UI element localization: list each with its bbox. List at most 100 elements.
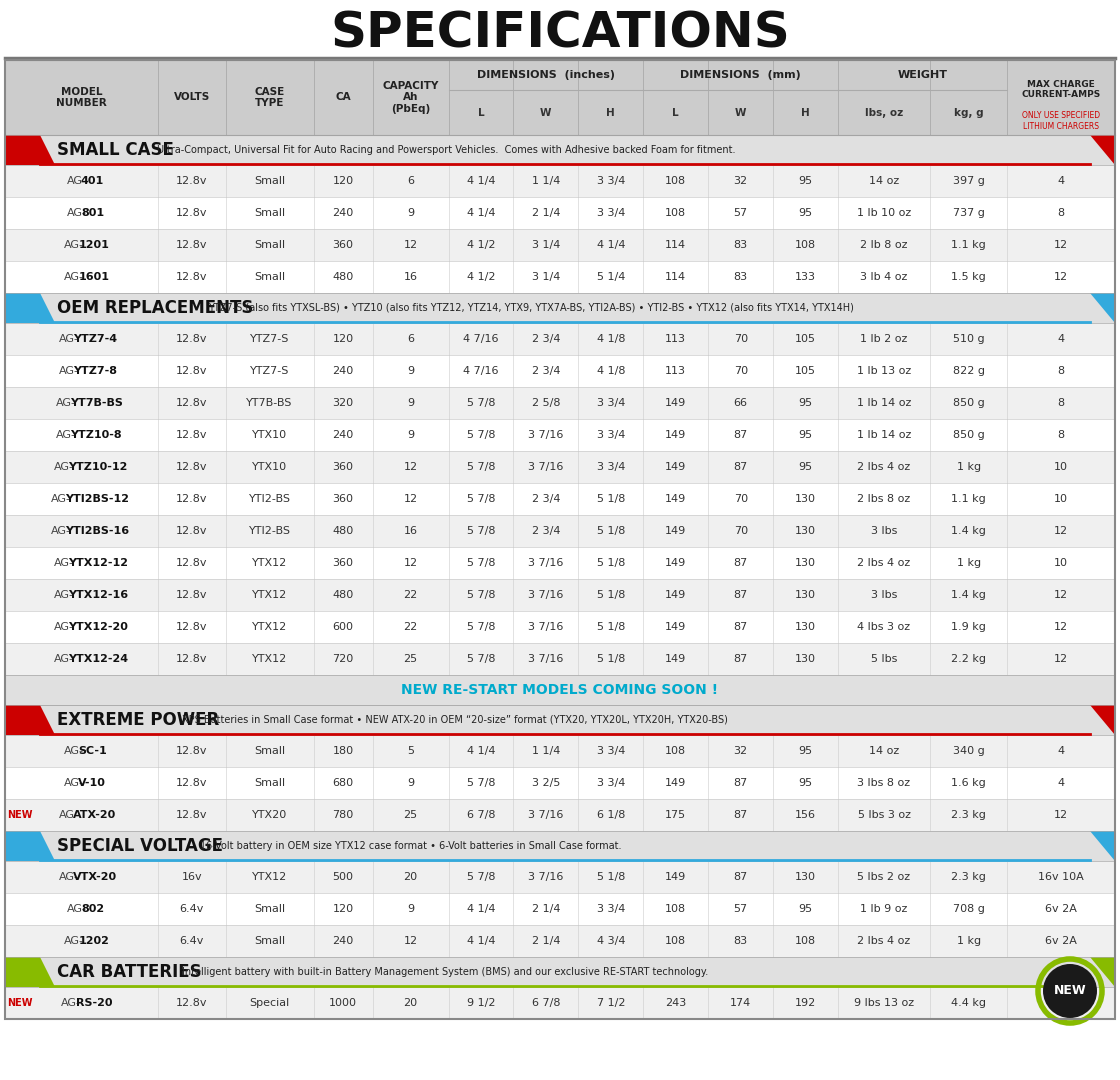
Text: 149: 149 <box>665 622 687 632</box>
Text: W: W <box>735 108 746 118</box>
Text: YTZ7-8: YTZ7-8 <box>73 366 118 376</box>
Text: 12.8v: 12.8v <box>176 240 207 249</box>
Text: Ultra-Compact, Universal Fit for Auto Racing and Powersport Vehicles.  Comes wit: Ultra-Compact, Universal Fit for Auto Ra… <box>157 145 736 156</box>
Bar <box>4 987 1116 1020</box>
Text: Small: Small <box>254 746 286 756</box>
Polygon shape <box>4 831 55 861</box>
Text: YTX12-20: YTX12-20 <box>68 622 128 632</box>
Text: DIMENSIONS  (mm): DIMENSIONS (mm) <box>680 70 801 80</box>
Text: 120: 120 <box>333 176 354 186</box>
Text: Special: Special <box>250 998 290 1008</box>
Text: 12: 12 <box>403 240 418 249</box>
Text: Small: Small <box>254 936 286 946</box>
Text: 3 3/4: 3 3/4 <box>597 462 625 472</box>
Text: 600: 600 <box>333 622 354 632</box>
Text: AG-: AG- <box>56 430 76 440</box>
Bar <box>4 957 1116 987</box>
Bar <box>4 387 1116 419</box>
Text: V-10: V-10 <box>78 778 106 788</box>
Text: 680: 680 <box>333 778 354 788</box>
Text: AG-: AG- <box>58 334 78 345</box>
Text: ONLY USE SPECIFIED
LITHIUM CHARGERS: ONLY USE SPECIFIED LITHIUM CHARGERS <box>1023 111 1100 131</box>
Text: 9: 9 <box>407 366 414 376</box>
Text: 130: 130 <box>795 558 816 568</box>
Text: 6: 6 <box>407 176 414 186</box>
Text: AG-: AG- <box>64 746 84 756</box>
Text: 5 1/8: 5 1/8 <box>597 494 625 504</box>
Text: 83: 83 <box>734 272 748 282</box>
Text: 87: 87 <box>734 778 748 788</box>
Text: 70: 70 <box>734 366 748 376</box>
Text: H: H <box>606 108 615 118</box>
Text: 2 3/4: 2 3/4 <box>532 526 560 536</box>
Bar <box>4 293 1116 323</box>
Text: 12: 12 <box>403 936 418 946</box>
Text: 4 1/4: 4 1/4 <box>597 240 625 249</box>
Text: 4: 4 <box>1057 334 1065 345</box>
Text: 3 7/16: 3 7/16 <box>529 810 563 820</box>
Text: 4 1/4: 4 1/4 <box>467 746 495 756</box>
Text: 9: 9 <box>407 904 414 914</box>
Text: 25: 25 <box>403 654 418 664</box>
Bar <box>4 165 1116 197</box>
Text: 3 7/16: 3 7/16 <box>529 462 563 472</box>
Text: 5 1/8: 5 1/8 <box>597 558 625 568</box>
Text: 3 1/4: 3 1/4 <box>532 272 560 282</box>
Text: 240: 240 <box>333 430 354 440</box>
Text: 1 lb 10 oz: 1 lb 10 oz <box>857 208 912 218</box>
Text: 4 3/4: 4 3/4 <box>597 936 625 946</box>
Text: 12.8v: 12.8v <box>176 590 207 600</box>
Text: 5 1/8: 5 1/8 <box>597 872 625 882</box>
Bar <box>4 419 1116 451</box>
Text: 5 7/8: 5 7/8 <box>467 462 495 472</box>
Text: 5 1/4: 5 1/4 <box>597 272 625 282</box>
Text: ATX-20: ATX-20 <box>73 810 116 820</box>
Text: 5 7/8: 5 7/8 <box>467 399 495 408</box>
Bar <box>4 579 1116 611</box>
Text: 801: 801 <box>81 208 104 218</box>
Text: 850 g: 850 g <box>953 430 984 440</box>
Text: 113: 113 <box>665 334 687 345</box>
Text: 2 3/4: 2 3/4 <box>532 334 560 345</box>
Text: 1.9 kg: 1.9 kg <box>951 622 986 632</box>
Text: AG-: AG- <box>54 622 74 632</box>
Text: 8: 8 <box>1057 366 1065 376</box>
Text: 4 1/4: 4 1/4 <box>467 904 495 914</box>
Text: 1 kg: 1 kg <box>956 558 981 568</box>
Text: CA: CA <box>335 93 351 103</box>
Text: 4 1/2: 4 1/2 <box>467 272 495 282</box>
Bar <box>4 229 1116 261</box>
Text: 4: 4 <box>1057 746 1065 756</box>
Bar <box>4 735 1116 767</box>
Text: 1601: 1601 <box>78 272 110 282</box>
Text: 4 1/4: 4 1/4 <box>467 176 495 186</box>
Text: 12.8v: 12.8v <box>176 176 207 186</box>
Text: NEW RE-START MODELS COMING SOON !: NEW RE-START MODELS COMING SOON ! <box>401 683 719 697</box>
Text: 130: 130 <box>795 590 816 600</box>
Text: 12: 12 <box>1054 622 1068 632</box>
Text: CAPACITY
Ah
(PbEq): CAPACITY Ah (PbEq) <box>382 81 439 114</box>
Text: 12: 12 <box>1054 526 1068 536</box>
Text: 16-Volt battery in OEM size YTX12 case format • 6-Volt batteries in Small Case f: 16-Volt battery in OEM size YTX12 case f… <box>199 841 620 851</box>
Text: 3 3/4: 3 3/4 <box>597 399 625 408</box>
Text: 9: 9 <box>407 430 414 440</box>
Text: YTZ7-S (also fits YTXSL-BS) • YTZ10 (also fits YTZ12, YTZ14, YTX9, YTX7A-BS, YTI: YTZ7-S (also fits YTXSL-BS) • YTZ10 (als… <box>208 303 853 313</box>
Text: AG-: AG- <box>54 558 74 568</box>
Text: 95: 95 <box>799 746 813 756</box>
Text: 3 3/4: 3 3/4 <box>597 904 625 914</box>
Text: 108: 108 <box>665 176 687 186</box>
Text: 108: 108 <box>665 904 687 914</box>
Text: 130: 130 <box>795 654 816 664</box>
Text: Small: Small <box>254 904 286 914</box>
Text: AG-: AG- <box>66 176 86 186</box>
Text: 360: 360 <box>333 558 354 568</box>
Text: 120: 120 <box>333 904 354 914</box>
Text: AG-: AG- <box>58 872 78 882</box>
Text: 105: 105 <box>795 366 816 376</box>
Text: 3 lb 4 oz: 3 lb 4 oz <box>860 272 907 282</box>
Text: 5 7/8: 5 7/8 <box>467 526 495 536</box>
Text: 113: 113 <box>665 366 687 376</box>
Text: AG-: AG- <box>58 810 78 820</box>
Text: 9: 9 <box>407 208 414 218</box>
Text: 708 g: 708 g <box>953 904 984 914</box>
